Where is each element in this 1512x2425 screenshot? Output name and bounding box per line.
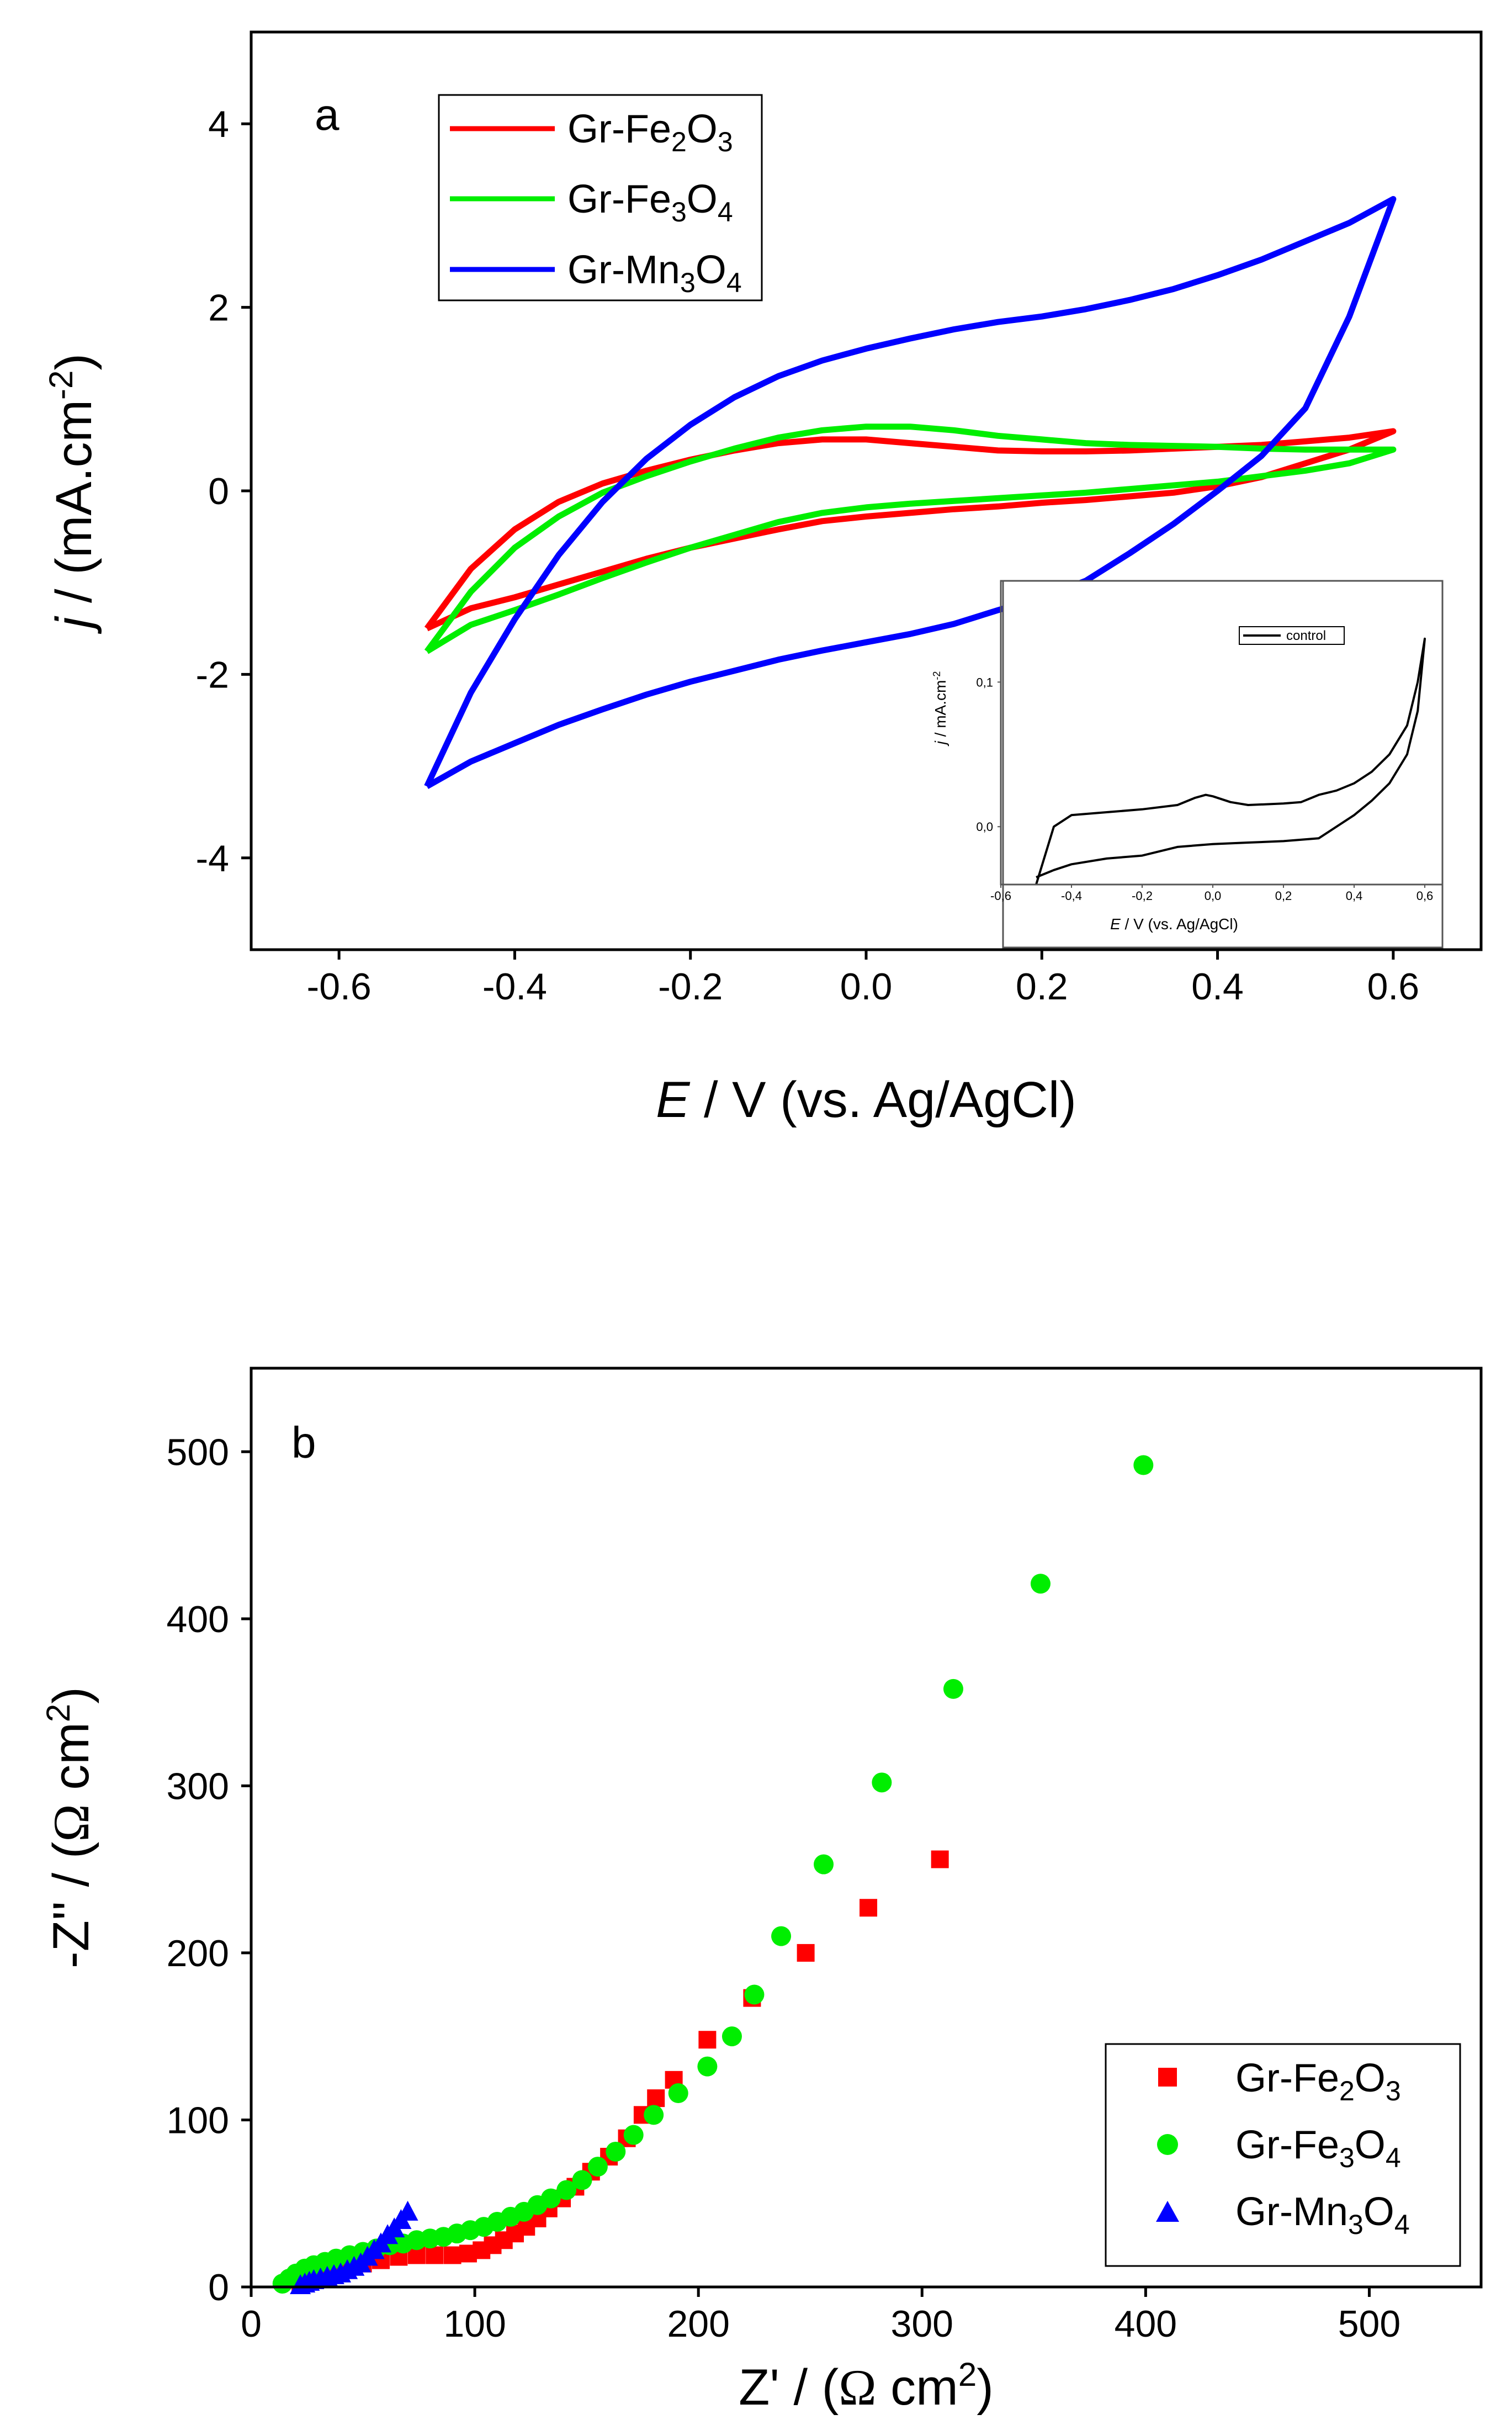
x-tick-label: -0,4 [1061,889,1082,903]
legend-a-label-fe2o3: Gr-Fe2O3 [567,107,733,157]
x-tick-label: 0,6 [1416,889,1434,903]
x-tick-label: 200 [667,2303,729,2345]
inset-y-ticks: 0,0 0,1 [976,675,1001,834]
y-tick-label: 0 [208,470,229,512]
x-tick-label: 0.6 [1367,966,1420,1008]
y-tick-label: 4 [208,103,229,145]
point-gr-fe3o4 [606,2141,626,2162]
panel-a-cv-chart: -4 -2 0 2 4 -0.6 -0.4 -0.2 0.0 0.2 0.4 0.6 a Gr-Fe… [43,30,1483,1128]
inset-outer-frame [1002,580,1444,949]
inset-curve-control [1035,637,1426,885]
x-tick-label: 0,4 [1346,889,1363,903]
panel-b-label: b [291,1418,316,1467]
inset-series [1035,637,1426,885]
x-tick-label: 0,2 [1275,889,1292,903]
legend-b-label-fe3o4: Gr-Fe3O4 [1235,2123,1401,2173]
panel-a-legend: Gr-Fe2O3 Gr-Fe3O4 Gr-Mn3O4 [438,94,763,301]
y-tick-label: 0,0 [976,820,993,834]
point-gr-fe3o4 [744,1984,765,2005]
inset-x-axis-label: E / V (vs. Ag/AgCl) [1110,915,1238,933]
y-tick-label: 400 [167,1598,229,1640]
point-gr-fe3o4 [556,2180,577,2200]
y-tick-label: -4 [196,838,229,880]
legend-b-marker-fe3o4 [1157,2134,1178,2155]
point-gr-fe3o4 [943,1679,963,1699]
panel-b-legend: Gr-Fe2O3 Gr-Fe3O4 Gr-Mn3O4 [1105,2043,1461,2267]
legend-b-marker-fe2o3 [1158,2068,1177,2087]
inset-y-axis-label: j / mA.cm-2 [931,671,949,747]
point-gr-fe3o4 [697,2056,718,2077]
x-tick-label: 0,0 [1205,889,1222,903]
inset-legend: control [1239,626,1345,645]
panel-a-series [424,196,1397,789]
panel-b-x-ticks: 0 100 200 300 400 500 [241,2287,1400,2345]
y-tick-label: 2 [208,287,229,329]
x-tick-label: -0.2 [658,966,723,1008]
panel-b-x-axis-label: Z' / (Ω cm2) [739,2356,994,2416]
panel-a-inset-chart: 0,00,1 -0,6 -0,4 -0,2 0,0 0,2 0,4 0,6 control … [931,580,1444,949]
point-gr-fe2o3 [931,1850,949,1868]
panel-a-label: a [315,90,339,139]
legend-a-label-fe3o4: Gr-Fe3O4 [567,177,733,227]
point-gr-fe3o4 [540,2188,561,2209]
x-tick-label: 400 [1115,2303,1177,2345]
inset-x-ticks: -0,6 -0,4 -0,2 0,0 0,2 0,4 0,6 [990,885,1433,903]
x-tick-label: -0,2 [1132,889,1153,903]
x-tick-label: -0.4 [482,966,547,1008]
y-tick-label: -2 [196,654,229,696]
point-gr-fe2o3 [698,2031,717,2049]
point-gr-mn3o4 [397,2200,418,2221]
x-tick-label: 0 [241,2303,262,2345]
cv-curve-gr-mn3o4 [424,196,1397,789]
y-tick-label: 200 [167,1932,229,1974]
x-tick-label: -0,6 [990,889,1011,903]
point-gr-fe3o4 [872,1772,892,1793]
y-tick-label: 500 [167,1431,229,1473]
point-gr-fe2o3 [647,2089,665,2108]
point-gr-fe3o4 [668,2083,688,2104]
point-gr-fe2o3 [860,1899,878,1917]
point-gr-fe3o4 [814,1854,834,1875]
point-gr-fe3o4 [623,2125,644,2145]
point-gr-fe3o4 [771,1926,792,1946]
point-gr-fe3o4 [587,2157,608,2177]
panel-b-series [272,1455,1154,2294]
y-tick-label: 100 [167,2099,229,2141]
panel-a-x-ticks: -0.6 -0.4 -0.2 0.0 0.2 0.4 0.6 [307,950,1420,1008]
point-gr-fe3o4 [721,2026,742,2047]
point-gr-fe3o4 [572,2170,592,2190]
x-tick-label: 0.4 [1191,966,1244,1008]
point-gr-fe2o3 [797,1944,815,1962]
panel-b-y-axis-label: -Z'' / (Ω cm2) [40,1687,99,1968]
panel-b-impedance-chart: 0 100 200 300 400 500 0 100 200 300 400 500 b Gr-F… [40,1367,1483,2416]
point-gr-fe2o3 [426,2246,444,2264]
point-gr-fe3o4 [1133,1455,1154,1475]
inset-plot-frame [1000,580,1444,886]
x-tick-label: 100 [443,2303,506,2345]
panel-b-plot-frame [250,1367,1483,2289]
legend-b-marker-mn3o4 [1156,2201,1179,2222]
x-tick-label: 0.0 [840,966,893,1008]
inset-legend-label: control [1286,628,1326,643]
y-tick-label: 0 [208,2267,229,2308]
panel-a-y-axis-label: j / (mA.cm-2) [43,353,102,634]
panel-a-x-axis-label: E / V (vs. Ag/AgCl) [656,1072,1076,1128]
panel-b-y-ticks: 0 100 200 300 400 500 [167,1431,251,2308]
y-tick-label: 300 [167,1765,229,1807]
x-tick-label: 300 [891,2303,953,2345]
legend-b-label-fe2o3: Gr-Fe2O3 [1235,2056,1401,2106]
x-tick-label: 500 [1338,2303,1400,2345]
panel-a-y-ticks: -4 -2 0 2 4 [196,103,251,880]
legend-b-label-mn3o4: Gr-Mn3O4 [1235,2190,1410,2240]
y-tick-label: 0,1 [976,675,993,689]
point-gr-fe3o4 [1030,1574,1051,1594]
x-tick-label: -0.6 [307,966,372,1008]
point-gr-fe3o4 [644,2105,664,2125]
cv-curve-gr-fe3o4 [424,423,1397,654]
x-tick-label: 0.2 [1016,966,1068,1008]
legend-a-label-mn3o4: Gr-Mn3O4 [567,248,742,298]
point-gr-fe2o3 [443,2246,461,2264]
